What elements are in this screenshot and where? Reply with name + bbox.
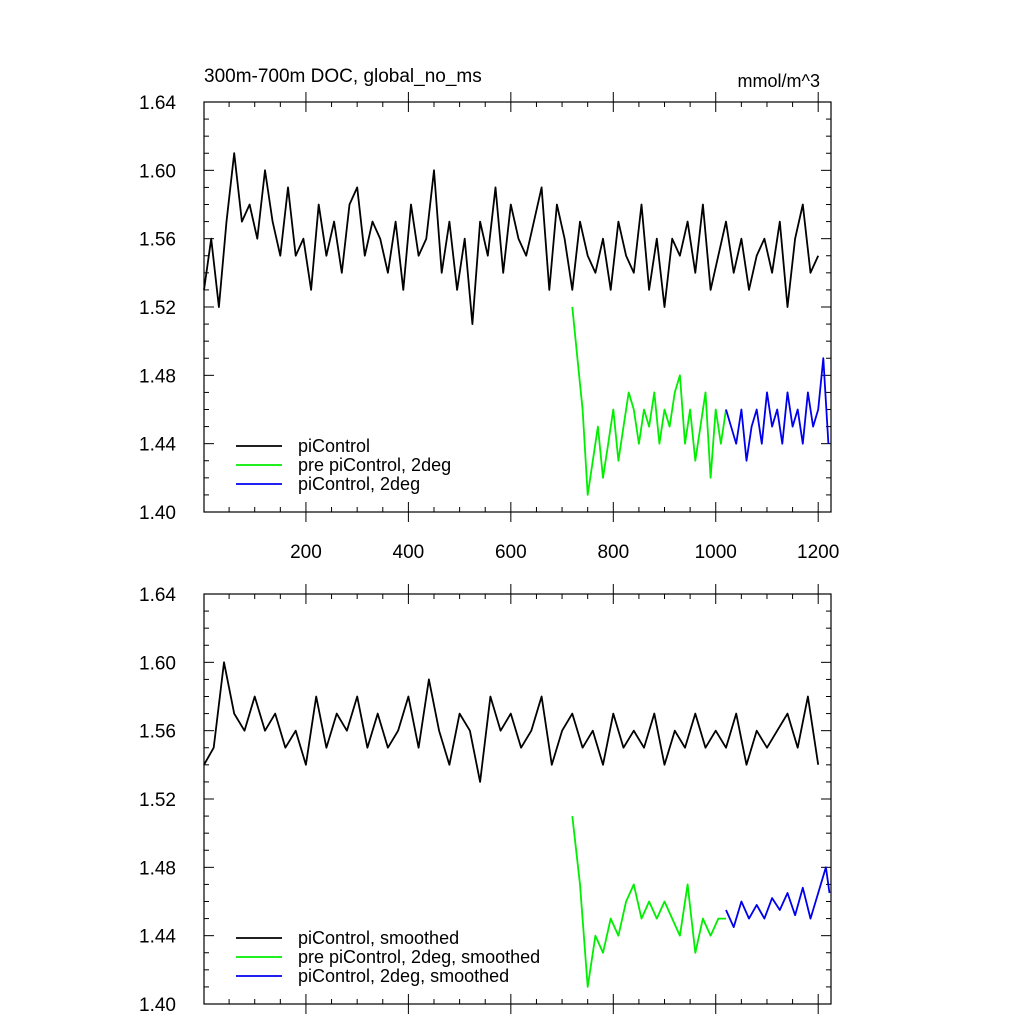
x-tick-label: 600 (495, 542, 527, 563)
y-tick-label: 1.40 (139, 995, 176, 1016)
series-line (203, 152, 820, 326)
legend-label: piControl, 2deg, smoothed (298, 966, 509, 986)
y-tick-label: 1.56 (139, 230, 176, 251)
series-line (571, 815, 726, 988)
top-plot-panel: 1.40 1.44 1.48 1.52 1.56 1.60 1.64 200 400 600 800… (139, 92, 839, 563)
y-tick-label: 1.52 (139, 790, 176, 811)
x-tick-label: 800 (597, 542, 629, 563)
series-line (725, 866, 831, 928)
x-tick-label: 200 (290, 542, 322, 563)
series-line (203, 661, 820, 783)
y-tick-label: 1.48 (139, 858, 176, 879)
bottom-plot-panel: 1.40 1.44 1.48 1.52 1.56 1.60 1.64 piControl, s… (139, 584, 832, 1016)
y-tick-label: 1.56 (139, 722, 176, 743)
y-tick-label: 1.60 (139, 653, 176, 674)
y-tick-label: 1.44 (139, 435, 176, 456)
legend-label: piControl (298, 436, 370, 456)
y-tick-label: 1.60 (139, 161, 176, 182)
legend-label: piControl, smoothed (298, 928, 459, 948)
series-line (725, 357, 830, 462)
legend-label: piControl, 2deg (298, 474, 420, 494)
y-tick-label: 1.64 (139, 93, 176, 114)
x-tick-label: 1200 (797, 542, 839, 563)
y-tick-label: 1.52 (139, 298, 176, 319)
legend-label: pre piControl, 2deg (298, 455, 451, 475)
x-tick-label: 1000 (695, 542, 737, 563)
series-line (571, 306, 727, 496)
y-tick-label: 1.44 (139, 927, 176, 948)
y-tick-label: 1.40 (139, 503, 176, 524)
x-tick-label: 400 (393, 542, 425, 563)
chart-title: 300m-700m DOC, global_no_ms (204, 66, 482, 87)
y-tick-label: 1.64 (139, 585, 176, 606)
y-tick-label: 1.48 (139, 366, 176, 387)
units-label: mmol/m^3 (738, 71, 820, 91)
legend-label: pre piControl, 2deg, smoothed (298, 947, 540, 967)
